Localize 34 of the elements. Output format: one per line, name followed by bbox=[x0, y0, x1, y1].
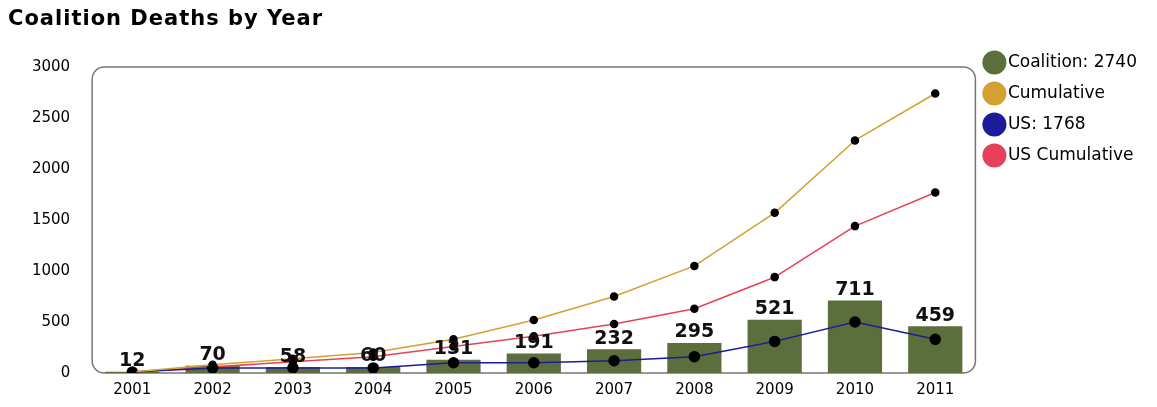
x-tick-label: 2001 bbox=[113, 379, 152, 398]
x-tick-label: 2005 bbox=[434, 379, 473, 398]
bar bbox=[747, 319, 802, 373]
x-tick-label: 2008 bbox=[675, 379, 714, 398]
x-tick-label: 2010 bbox=[835, 379, 875, 398]
y-tick-label: 2000 bbox=[31, 158, 71, 177]
legend-label: Coalition: 2740 bbox=[1007, 50, 1137, 71]
y-tick-label: 1500 bbox=[31, 209, 71, 228]
x-tick-label: 2006 bbox=[514, 379, 553, 398]
bar bbox=[827, 300, 883, 373]
data-label: 12 bbox=[119, 348, 146, 371]
x-tick-label: 2007 bbox=[594, 379, 634, 398]
data-label: 711 bbox=[835, 276, 875, 299]
x-tick-label: 2003 bbox=[273, 379, 312, 398]
data-label: 232 bbox=[594, 325, 634, 348]
y-tick-label: 2500 bbox=[31, 107, 71, 126]
x-tick-label: 2002 bbox=[193, 379, 232, 398]
x-tick-label: 2011 bbox=[916, 379, 955, 398]
legend-label: Cumulative bbox=[1007, 81, 1105, 102]
y-tick-label: 1000 bbox=[31, 260, 71, 279]
data-label: 70 bbox=[199, 342, 226, 365]
data-label: 295 bbox=[674, 319, 715, 342]
y-tick-label: 3000 bbox=[31, 56, 71, 75]
data-label: 521 bbox=[754, 296, 795, 319]
bar bbox=[908, 326, 963, 373]
chart-title: Coalition Deaths by Year bbox=[8, 6, 324, 30]
x-tick-label: 2004 bbox=[354, 379, 393, 398]
legend-label: US: 1768 bbox=[1007, 112, 1086, 133]
legend-label: US Cumulative bbox=[1007, 143, 1134, 164]
y-tick-label: 0 bbox=[60, 362, 71, 381]
x-tick-label: 2009 bbox=[755, 379, 794, 398]
y-tick-label: 500 bbox=[41, 311, 71, 330]
data-label: 191 bbox=[513, 329, 554, 352]
data-label: 459 bbox=[915, 302, 956, 325]
